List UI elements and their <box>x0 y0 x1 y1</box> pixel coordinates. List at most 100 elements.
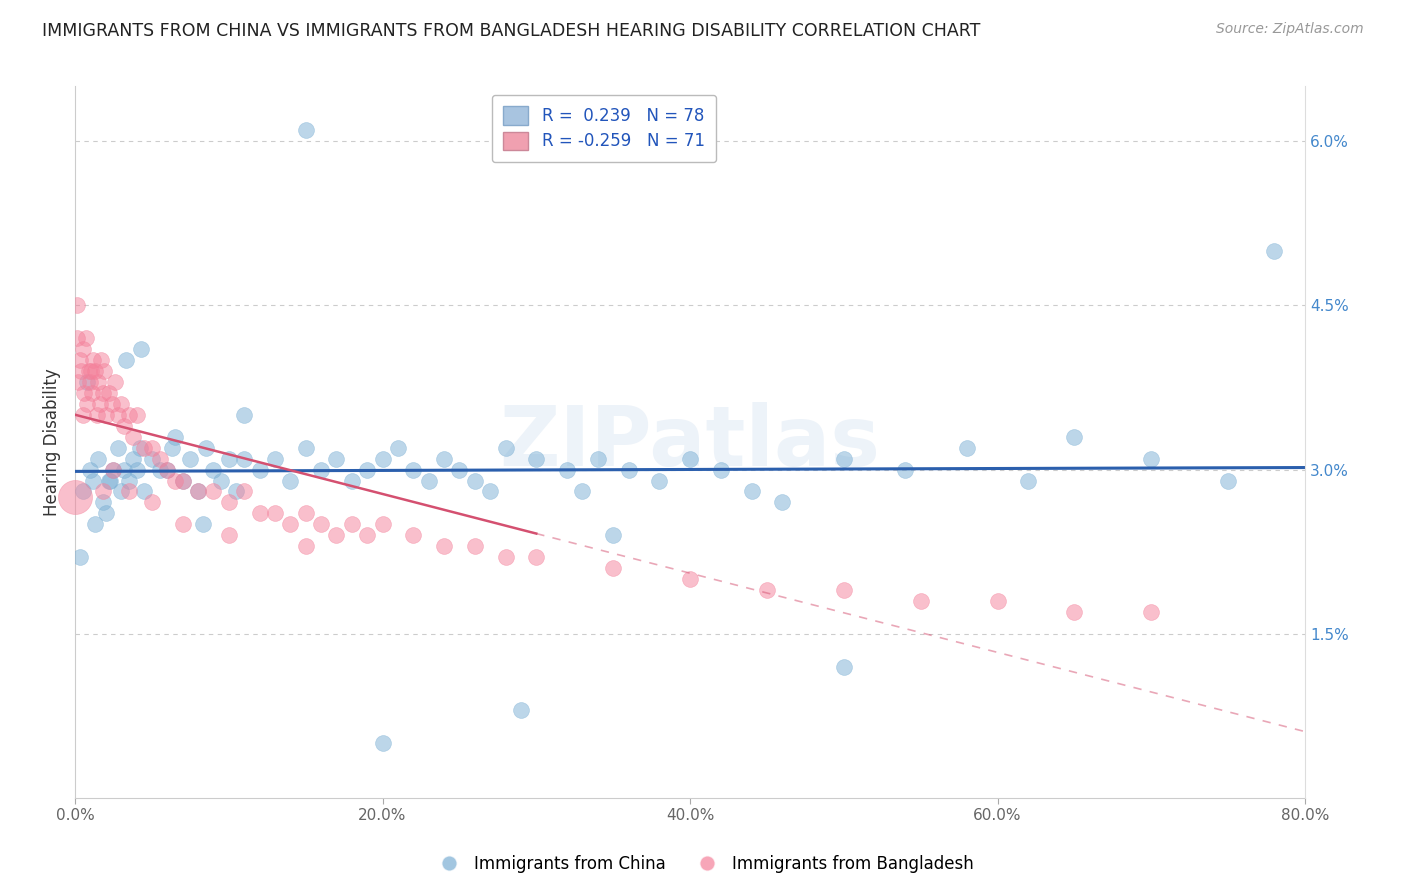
Point <box>163 474 186 488</box>
Point <box>187 484 209 499</box>
Point <box>156 462 179 476</box>
Point <box>325 451 347 466</box>
Point <box>107 441 129 455</box>
Point <box>67 375 90 389</box>
Point <box>118 474 141 488</box>
Point <box>233 451 256 466</box>
Point <box>402 462 425 476</box>
Point <box>264 507 287 521</box>
Point <box>1218 474 1240 488</box>
Point <box>122 451 145 466</box>
Point <box>264 451 287 466</box>
Point <box>294 507 316 521</box>
Point <box>402 528 425 542</box>
Point <box>602 561 624 575</box>
Point <box>148 451 170 466</box>
Point <box>125 462 148 476</box>
Point <box>103 462 125 476</box>
Point <box>218 495 240 509</box>
Y-axis label: Hearing Disability: Hearing Disability <box>44 368 60 516</box>
Point <box>101 397 124 411</box>
Point <box>141 451 163 466</box>
Point <box>586 451 609 466</box>
Point <box>495 550 517 565</box>
Point <box>110 397 132 411</box>
Point <box>72 408 94 422</box>
Point <box>114 353 136 368</box>
Point <box>249 462 271 476</box>
Point <box>112 418 135 433</box>
Point <box>710 462 733 476</box>
Point <box>94 408 117 422</box>
Point <box>294 441 316 455</box>
Point <box>1140 605 1163 619</box>
Point <box>832 659 855 673</box>
Point <box>65 331 87 345</box>
Point <box>1063 430 1085 444</box>
Point <box>233 408 256 422</box>
Point <box>89 397 111 411</box>
Point <box>97 474 120 488</box>
Point <box>66 298 89 312</box>
Point <box>741 484 763 499</box>
Point <box>172 474 194 488</box>
Point <box>371 517 394 532</box>
Point <box>371 736 394 750</box>
Point <box>172 474 194 488</box>
Point <box>187 484 209 499</box>
Point <box>387 441 409 455</box>
Text: IMMIGRANTS FROM CHINA VS IMMIGRANTS FROM BANGLADESH HEARING DISABILITY CORRELATI: IMMIGRANTS FROM CHINA VS IMMIGRANTS FROM… <box>42 22 980 40</box>
Point <box>191 517 214 532</box>
Point <box>356 462 378 476</box>
Point <box>134 441 156 455</box>
Point <box>86 408 108 422</box>
Point <box>679 572 702 586</box>
Point <box>80 386 103 401</box>
Point <box>163 430 186 444</box>
Point <box>464 539 486 553</box>
Point <box>479 484 502 499</box>
Point <box>755 582 778 597</box>
Point <box>103 462 125 476</box>
Point <box>84 364 107 378</box>
Point <box>249 507 271 521</box>
Point <box>72 484 94 499</box>
Point <box>679 451 702 466</box>
Point <box>648 474 671 488</box>
Point <box>84 517 107 532</box>
Point <box>233 484 256 499</box>
Point <box>75 331 97 345</box>
Point <box>112 462 135 476</box>
Point <box>309 462 332 476</box>
Point <box>956 441 979 455</box>
Point <box>1017 474 1039 488</box>
Point <box>77 364 100 378</box>
Point <box>524 451 547 466</box>
Point <box>225 484 247 499</box>
Point <box>433 539 456 553</box>
Point <box>80 364 103 378</box>
Point <box>294 539 316 553</box>
Point <box>770 495 793 509</box>
Point <box>495 441 517 455</box>
Point <box>129 342 152 356</box>
Point <box>910 594 932 608</box>
Point <box>524 550 547 565</box>
Point <box>1140 451 1163 466</box>
Point <box>134 484 156 499</box>
Point <box>97 386 120 401</box>
Point <box>141 441 163 455</box>
Point <box>509 703 531 717</box>
Point <box>82 474 104 488</box>
Point <box>294 123 316 137</box>
Point <box>179 451 201 466</box>
Point <box>141 495 163 509</box>
Point <box>371 451 394 466</box>
Point <box>832 451 855 466</box>
Point <box>202 462 225 476</box>
Point <box>79 462 101 476</box>
Point <box>202 484 225 499</box>
Point <box>278 517 301 532</box>
Point <box>63 490 86 504</box>
Point <box>571 484 593 499</box>
